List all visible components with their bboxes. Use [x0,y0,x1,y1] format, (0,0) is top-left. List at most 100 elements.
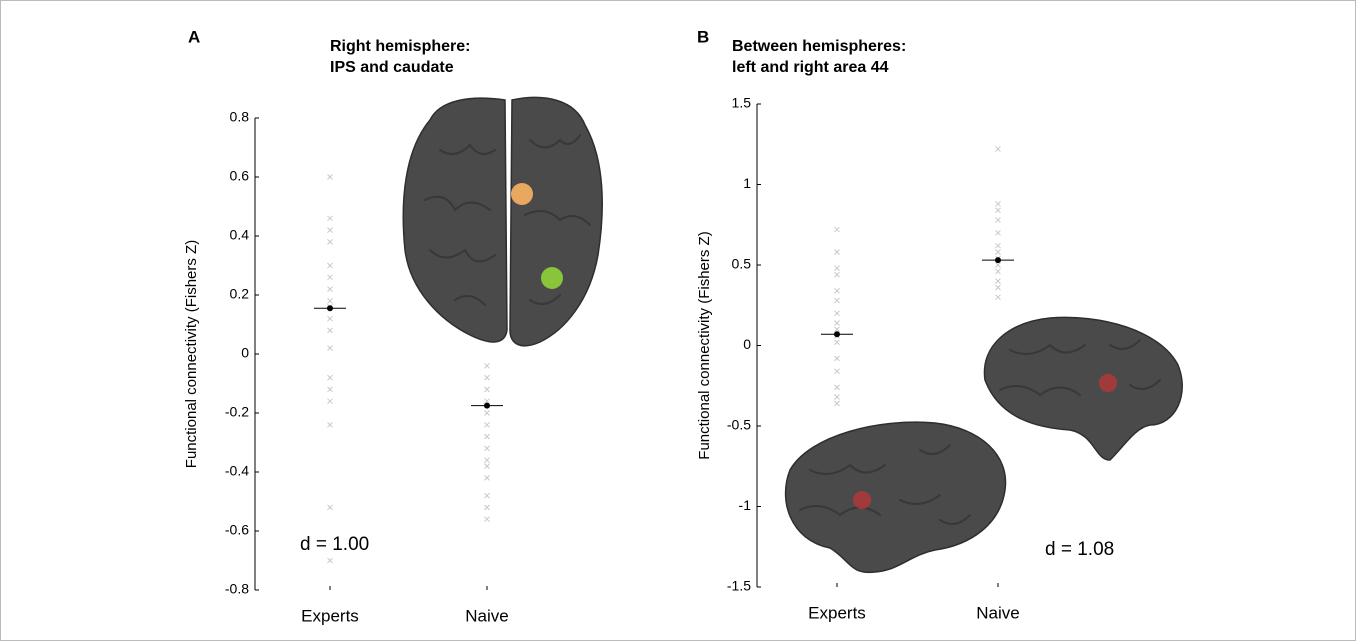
data-point [328,298,333,303]
data-point [485,475,490,480]
data-point [328,346,333,351]
data-point [835,288,840,293]
data-point [835,227,840,232]
y-axis-label: Functional connectivity (Fishers Z) [183,240,200,468]
mean-point [834,331,840,337]
mean-point [327,305,333,311]
y-tick-label: 1.5 [732,95,752,111]
data-point [996,201,1001,206]
panel-label: A [188,27,200,46]
data-point [996,208,1001,213]
y-tick-label: 0.8 [230,109,250,125]
y-tick-label: -0.6 [225,522,249,538]
brain-top-view [403,97,602,345]
data-point [485,422,490,427]
data-point [485,446,490,451]
figure: A Right hemisphere: IPS and caudate Functio… [0,0,1356,641]
data-point [328,287,333,292]
y-tick-label: 0 [241,345,249,361]
mean-point [995,257,1001,263]
data-point [485,458,490,463]
data-point [328,375,333,380]
data-point [835,250,840,255]
data-point [835,369,840,374]
data-point [485,434,490,439]
y-tick-label: -0.2 [225,404,249,420]
data-point [328,216,333,221]
annotation: d = 1.00 [300,534,369,555]
data-point [835,272,840,277]
y-tick-label: -0.8 [225,581,249,597]
data-point [996,230,1001,235]
data-point [485,375,490,380]
data-point [328,239,333,244]
x-tick-label: Experts [808,603,866,622]
data-point [328,387,333,392]
roi-marker [511,183,533,205]
data-point [485,387,490,392]
data-point [996,263,1001,268]
y-axis-label: Functional connectivity (Fishers Z) [696,231,713,459]
data-point [328,505,333,510]
data-point [996,269,1001,274]
mean-point [484,403,490,409]
data-point [328,328,333,333]
y-tick-label: -0.5 [727,417,751,433]
data-point [328,422,333,427]
chart-title: Between hemispheres: [732,38,906,55]
data-point [328,558,333,563]
data-point [835,356,840,361]
data-point [996,295,1001,300]
x-tick-label: Naive [976,603,1019,622]
data-point [996,243,1001,248]
data-point [328,316,333,321]
x-tick-label: Naive [465,606,508,625]
y-tick-label: -0.4 [225,463,249,479]
data-point [996,147,1001,152]
chart-title: Right hemisphere: [330,38,470,55]
data-point [835,298,840,303]
data-point [485,363,490,368]
data-point [485,517,490,522]
data-point [328,399,333,404]
y-tick-label: -1 [739,497,752,513]
data-point [485,464,490,469]
roi-marker [541,267,563,289]
y-tick-label: 0.5 [732,256,752,272]
y-tick-label: 0.2 [230,286,250,302]
data-point [328,263,333,268]
chart-title: left and right area 44 [732,59,889,76]
x-tick-label: Experts [301,606,359,625]
data-point [996,279,1001,284]
data-point [485,505,490,510]
data-point [835,395,840,400]
data-point [485,411,490,416]
data-point [835,311,840,316]
roi-marker [853,491,871,509]
panel-label: B [697,27,709,46]
y-tick-label: -1.5 [727,578,751,594]
brain-lateral-right [984,317,1182,460]
roi-marker [1099,374,1117,392]
data-point [996,250,1001,255]
data-point [835,340,840,345]
data-point [835,320,840,325]
data-point [996,217,1001,222]
data-point [328,175,333,180]
data-point [835,266,840,271]
data-point [835,401,840,406]
y-tick-label: 0.4 [230,227,250,243]
chart-title: IPS and caudate [330,59,454,76]
y-tick-label: 0 [743,336,751,352]
y-tick-label: 1 [743,175,751,191]
annotation: d = 1.08 [1045,539,1114,560]
data-point [328,275,333,280]
data-point [835,327,840,332]
y-tick-label: 0.6 [230,168,250,184]
figure-border [1,1,1356,641]
brain-lateral-left [786,422,1006,572]
data-point [328,228,333,233]
data-point [485,493,490,498]
data-point [996,285,1001,290]
data-point [835,385,840,390]
